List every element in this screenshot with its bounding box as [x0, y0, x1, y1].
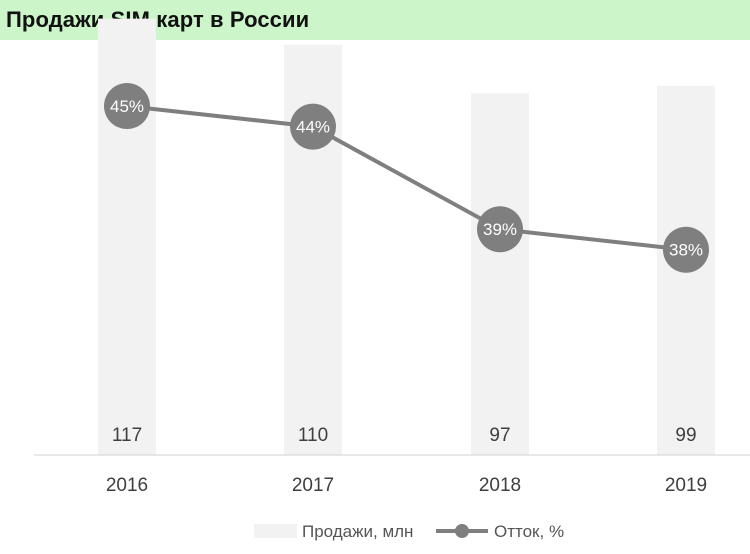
bar-label-2017: 110: [298, 425, 328, 446]
point-label-2019: 38%: [669, 241, 703, 260]
point-2017: [290, 103, 336, 150]
point-2019: [663, 226, 709, 273]
legend-swatch-churn-marker: [455, 524, 469, 538]
bar-label-2019: 99: [675, 425, 696, 446]
legend-swatch-sales: [254, 524, 297, 538]
bar-series: [98, 18, 715, 456]
legend-label-sales: Продажи, млн: [302, 522, 413, 541]
bar-2018: [471, 93, 529, 455]
x-tick-2018: 2018: [479, 475, 521, 496]
x-tick-2016: 2016: [106, 475, 148, 496]
bar-label-2018: 97: [489, 425, 510, 446]
chart-title: Продажи SIM карт в России: [6, 7, 310, 32]
point-2018: [477, 206, 523, 253]
line-series: [126, 104, 687, 252]
line-points: [104, 83, 709, 273]
point-label-2016: 45%: [110, 97, 144, 116]
x-tick-2017: 2017: [292, 475, 334, 496]
point-label-2017: 44%: [296, 118, 330, 137]
point-2016: [104, 83, 150, 130]
point-label-2018: 39%: [483, 220, 517, 239]
legend-label-churn: Отток, %: [494, 522, 564, 541]
x-axis-ticks: 2016 2017 2018 2019: [106, 475, 707, 496]
x-tick-2019: 2019: [665, 475, 707, 496]
bar-label-2016: 117: [112, 425, 142, 446]
legend: Продажи, млн Отток, %: [254, 522, 564, 541]
line-data-labels: 45% 44% 39% 38%: [110, 97, 703, 260]
bar-data-labels: 117 110 97 99: [112, 425, 697, 446]
